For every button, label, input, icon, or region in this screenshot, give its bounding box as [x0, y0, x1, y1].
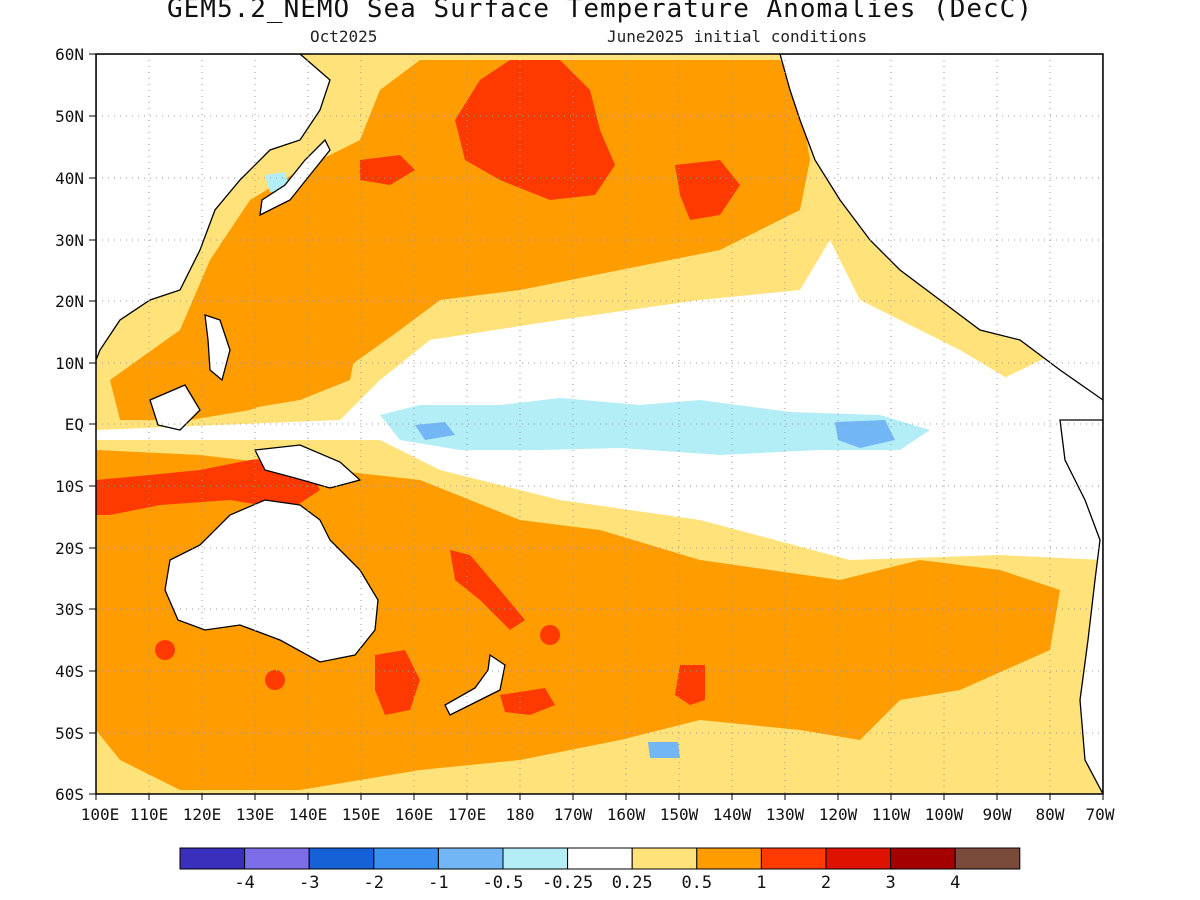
strong-warm-anomaly-japan	[360, 155, 415, 185]
colorbar-label: -4	[234, 873, 254, 893]
moderate-warm-anomaly-south	[96, 450, 1060, 790]
map-title: GEM5.2_NEMO Sea Surface Temperature Anom…	[167, 0, 1033, 24]
south-america-landmass	[1059, 419, 1103, 794]
colorbar-swatch	[437, 847, 504, 870]
lat-label: 50N	[55, 107, 84, 126]
lon-label: 70W	[1086, 805, 1115, 824]
lon-label: 110W	[872, 805, 911, 824]
lat-label: 10N	[55, 354, 84, 373]
lat-label: 20S	[55, 539, 84, 558]
strong-warm-anomaly-tasman	[375, 650, 420, 715]
colorbar-label: 3	[885, 873, 895, 893]
lon-label: 110E	[130, 805, 169, 824]
valid-month-label: Oct2025	[310, 27, 378, 46]
colorbar-label: 1	[756, 873, 766, 893]
lon-label: 150W	[660, 805, 699, 824]
lon-label: 80W	[1036, 805, 1065, 824]
colorbar-label: -3	[299, 873, 319, 893]
north-america-landmass	[779, 54, 1103, 401]
lon-label: 130W	[766, 805, 805, 824]
moderate-warm-anomaly-west	[180, 300, 360, 410]
colorbar-swatch	[954, 847, 1021, 870]
colorbar-swatch	[179, 847, 246, 870]
initial-conditions-label: June2025 initial conditions	[607, 27, 868, 46]
lat-label: 50S	[55, 724, 84, 743]
asia-landmass	[96, 54, 331, 361]
moderate-cool-anomaly-south	[648, 742, 680, 758]
lon-label: 100W	[925, 805, 964, 824]
philippines-landmass	[204, 314, 231, 382]
colorbar-label: 0.25	[612, 873, 653, 893]
colorbar-label: -0.5	[483, 873, 524, 893]
colorbar-swatch	[373, 847, 439, 870]
colorbar-swatch	[631, 847, 698, 870]
colorbar-label: -0.25	[542, 873, 593, 893]
lat-label: 40N	[55, 169, 84, 188]
lon-label: 160E	[395, 805, 434, 824]
colorbar-swatch	[244, 847, 310, 870]
latitude-axis: 60N 50N 40N 30N 20N 10N EQ 10S 20S 30S 4…	[55, 45, 96, 804]
colorbar-swatch	[567, 847, 633, 870]
lon-label: 140E	[289, 805, 328, 824]
lat-label: 30N	[55, 231, 84, 250]
lon-label: 160W	[607, 805, 646, 824]
lon-label: 90W	[983, 805, 1012, 824]
moderate-cool-anomaly-east	[835, 420, 895, 448]
colorbar-label: 2	[821, 873, 831, 893]
lon-label: 100E	[81, 805, 120, 824]
strong-warm-anomaly-coral-sea	[450, 550, 525, 630]
longitude-axis: 100E 110E 120E 130E 140E 150E 160E 170E …	[81, 794, 1115, 824]
lat-label: 60N	[55, 45, 84, 64]
colorbar-label: 4	[950, 873, 960, 893]
colorbar-label: -2	[364, 873, 384, 893]
australia-landmass	[164, 499, 379, 663]
colorbar-swatch	[308, 847, 375, 870]
colorbar-swatch	[760, 847, 827, 870]
anomaly-field	[96, 54, 1103, 794]
strong-warm-anomaly-spot	[540, 625, 560, 645]
new-zealand-landmass	[444, 653, 506, 716]
colorbar-swatch	[696, 847, 762, 870]
strong-warm-anomaly-newzealand	[500, 688, 555, 715]
lon-label: 180	[506, 805, 535, 824]
borneo-landmass	[149, 384, 201, 431]
colorbar-swatch	[502, 847, 569, 870]
strong-warm-anomaly-north	[455, 60, 615, 200]
lon-label: 130E	[236, 805, 275, 824]
weak-cool-anomaly-equator	[380, 398, 930, 455]
lon-label: 140W	[713, 805, 752, 824]
lat-label: 40S	[55, 662, 84, 681]
lon-label: 170E	[448, 805, 487, 824]
strong-warm-anomaly-northeast	[675, 160, 740, 220]
lat-label: 30S	[55, 600, 84, 619]
lon-label: 120E	[183, 805, 222, 824]
colorbar-label: -1	[428, 873, 448, 893]
strong-warm-anomaly-spot	[265, 670, 285, 690]
neutral-equatorial-tongue	[340, 240, 1103, 550]
lat-label: EQ	[65, 415, 84, 434]
lat-label: 20N	[55, 292, 84, 311]
moderate-cool-anomaly-west	[415, 422, 455, 440]
lat-label: 60S	[55, 785, 84, 804]
lon-label: 150E	[342, 805, 381, 824]
strong-warm-anomaly-southcentral	[675, 665, 705, 705]
lon-label: 170W	[554, 805, 593, 824]
colorbar-label: 0.5	[681, 873, 712, 893]
new-guinea-landmass	[254, 444, 362, 489]
strong-warm-anomaly-spot	[155, 640, 175, 660]
lon-label: 120W	[819, 805, 858, 824]
lat-label: 10S	[55, 477, 84, 496]
colorbar: -4 -3 -2 -1 -0.5 -0.25 0.25 0.5 1 2 3 4	[179, 847, 1021, 893]
colorbar-swatch	[890, 847, 956, 870]
colorbar-swatch	[825, 847, 892, 870]
